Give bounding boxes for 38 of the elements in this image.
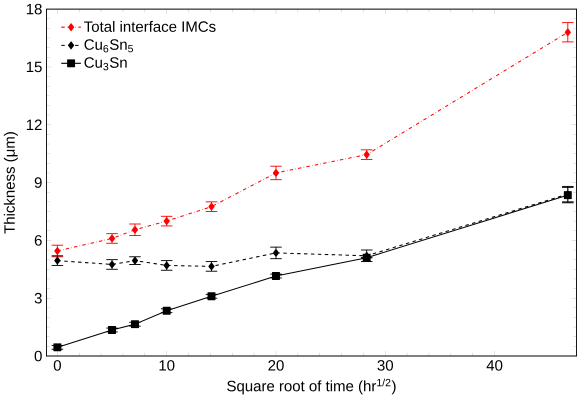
legend-label: Total interface IMCs — [84, 20, 216, 32]
point — [164, 217, 170, 226]
x-tick-label: 20 — [268, 360, 284, 371]
x-tick-label: 0 — [54, 360, 61, 371]
x-tick-label: 30 — [378, 360, 394, 371]
legend-label: Cu$_{3}$Sn — [84, 57, 127, 70]
point — [53, 343, 62, 352]
y-tick-label: 6 — [34, 234, 42, 246]
point — [164, 261, 170, 270]
x-tick-label: 40 — [486, 360, 502, 371]
y-tick-label: 0 — [34, 350, 42, 362]
point — [364, 150, 370, 159]
point — [162, 306, 171, 315]
y-tick-label: 9 — [34, 177, 42, 188]
point — [272, 248, 280, 257]
point — [131, 320, 139, 328]
point — [272, 168, 280, 177]
point — [208, 292, 216, 300]
point — [54, 256, 60, 265]
point — [362, 254, 371, 262]
y-tick-label: 18 — [26, 4, 42, 14]
x-tick-label: 10 — [159, 360, 174, 371]
point — [272, 272, 280, 280]
point — [208, 202, 215, 211]
point — [108, 260, 116, 268]
y-tick-label: 3 — [34, 292, 42, 304]
y-tick-label: 15 — [26, 62, 42, 72]
y-axis-title: Thickness (μm) — [4, 132, 18, 234]
x-axis-title: Square root of time (hr$^{1/2}$) — [227, 378, 396, 394]
point — [132, 226, 138, 234]
point — [54, 246, 60, 255]
point — [564, 28, 571, 36]
legend-label: Cu$_{6}$Sn$_{5}$ — [84, 39, 134, 52]
y-tick-label: 12 — [26, 119, 42, 130]
point — [208, 262, 215, 270]
point — [132, 256, 138, 265]
point — [108, 234, 116, 242]
point — [108, 326, 116, 334]
